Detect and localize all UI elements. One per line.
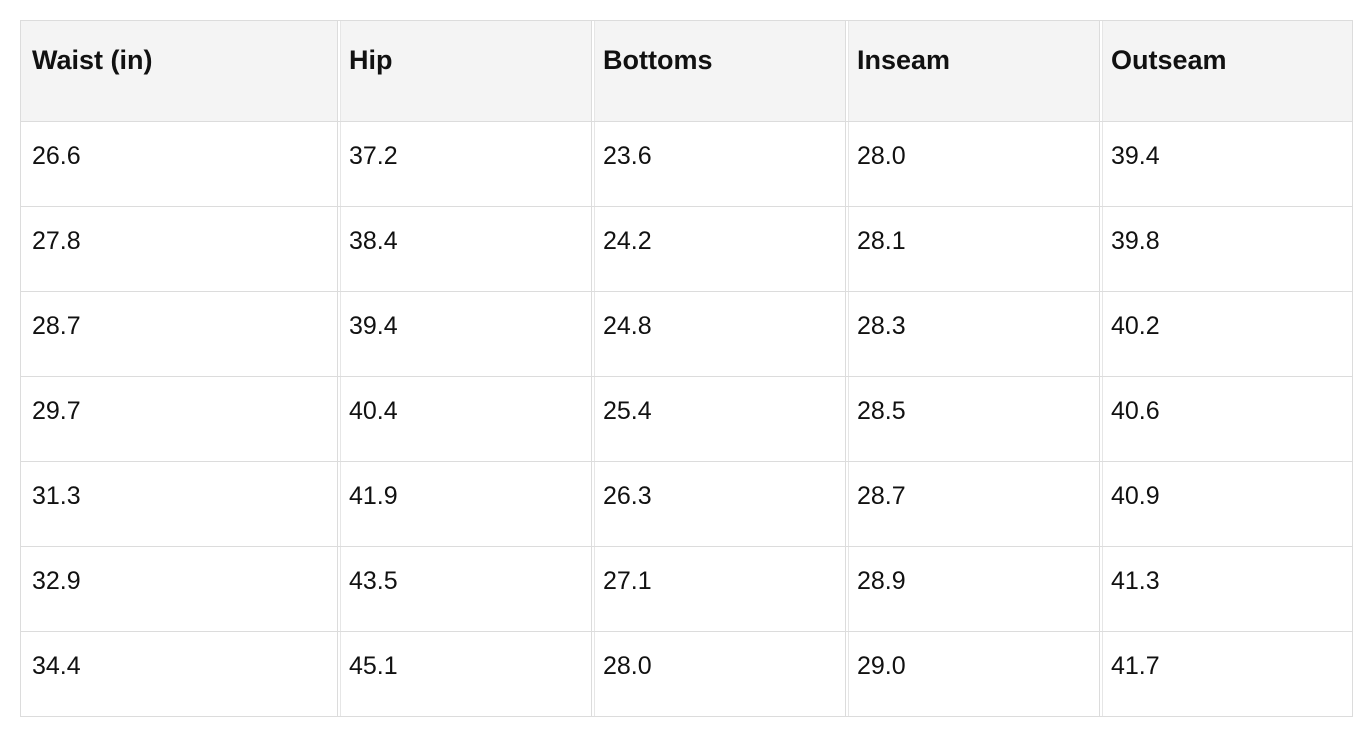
cell-bottoms: 27.1 — [592, 547, 846, 632]
cell-waist: 32.9 — [21, 547, 338, 632]
column-header-outseam: Outseam — [1100, 21, 1353, 122]
column-header-waist: Waist (in) — [21, 21, 338, 122]
cell-outseam: 39.8 — [1100, 207, 1353, 292]
table-header: Waist (in) Hip Bottoms Inseam Outseam — [21, 21, 1353, 122]
cell-outseam: 40.9 — [1100, 462, 1353, 547]
cell-waist: 31.3 — [21, 462, 338, 547]
header-row: Waist (in) Hip Bottoms Inseam Outseam — [21, 21, 1353, 122]
cell-inseam: 28.7 — [846, 462, 1100, 547]
table-row: 26.6 37.2 23.6 28.0 39.4 — [21, 122, 1353, 207]
cell-hip: 38.4 — [338, 207, 592, 292]
table-row: 27.8 38.4 24.2 28.1 39.8 — [21, 207, 1353, 292]
cell-waist: 27.8 — [21, 207, 338, 292]
table-row: 28.7 39.4 24.8 28.3 40.2 — [21, 292, 1353, 377]
cell-inseam: 28.0 — [846, 122, 1100, 207]
cell-bottoms: 25.4 — [592, 377, 846, 462]
column-header-hip: Hip — [338, 21, 592, 122]
table-row: 32.9 43.5 27.1 28.9 41.3 — [21, 547, 1353, 632]
cell-inseam: 28.5 — [846, 377, 1100, 462]
cell-inseam: 28.1 — [846, 207, 1100, 292]
table-body: 26.6 37.2 23.6 28.0 39.4 27.8 38.4 24.2 … — [21, 122, 1353, 717]
cell-inseam: 28.9 — [846, 547, 1100, 632]
cell-bottoms: 23.6 — [592, 122, 846, 207]
table-row: 29.7 40.4 25.4 28.5 40.6 — [21, 377, 1353, 462]
cell-hip: 41.9 — [338, 462, 592, 547]
cell-outseam: 40.2 — [1100, 292, 1353, 377]
cell-bottoms: 24.2 — [592, 207, 846, 292]
column-header-bottoms: Bottoms — [592, 21, 846, 122]
table-row: 31.3 41.9 26.3 28.7 40.9 — [21, 462, 1353, 547]
cell-waist: 26.6 — [21, 122, 338, 207]
size-table: Waist (in) Hip Bottoms Inseam Outseam 26… — [20, 20, 1353, 717]
cell-bottoms: 28.0 — [592, 632, 846, 717]
table-row: 34.4 45.1 28.0 29.0 41.7 — [21, 632, 1353, 717]
cell-bottoms: 24.8 — [592, 292, 846, 377]
cell-inseam: 28.3 — [846, 292, 1100, 377]
cell-waist: 28.7 — [21, 292, 338, 377]
cell-waist: 29.7 — [21, 377, 338, 462]
column-header-inseam: Inseam — [846, 21, 1100, 122]
cell-hip: 45.1 — [338, 632, 592, 717]
cell-hip: 43.5 — [338, 547, 592, 632]
cell-hip: 40.4 — [338, 377, 592, 462]
cell-outseam: 40.6 — [1100, 377, 1353, 462]
cell-hip: 39.4 — [338, 292, 592, 377]
cell-waist: 34.4 — [21, 632, 338, 717]
cell-hip: 37.2 — [338, 122, 592, 207]
cell-inseam: 29.0 — [846, 632, 1100, 717]
cell-outseam: 41.7 — [1100, 632, 1353, 717]
cell-bottoms: 26.3 — [592, 462, 846, 547]
cell-outseam: 41.3 — [1100, 547, 1353, 632]
cell-outseam: 39.4 — [1100, 122, 1353, 207]
